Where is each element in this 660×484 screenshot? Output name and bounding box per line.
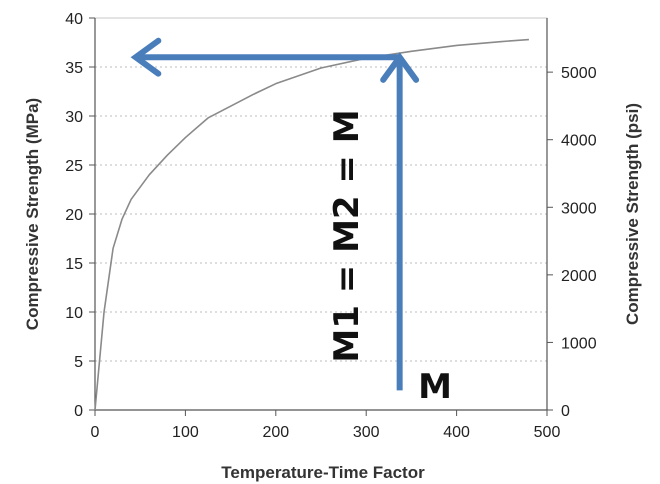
x-tick-label: 500 <box>534 424 561 441</box>
vertical-arrow <box>380 52 420 391</box>
tick-labels: 0 100 200 300 400 500051015202530354001000200… <box>65 11 596 441</box>
y-tick-label: 20 <box>65 207 83 224</box>
y-tick-label: 5 <box>74 354 83 371</box>
y2-tick-label: 5000 <box>561 65 597 82</box>
annotation-m: M <box>418 367 452 407</box>
y-tick-label: 40 <box>65 11 83 28</box>
y2-tick-label: 3000 <box>561 200 597 217</box>
y2-tick-label: 1000 <box>561 335 597 352</box>
y-tick-label: 15 <box>65 256 83 273</box>
arrows-group <box>130 37 420 391</box>
arrow-head <box>130 37 162 77</box>
y-tick-label: 25 <box>65 158 83 175</box>
grid-lines <box>95 66 547 362</box>
axes <box>89 17 553 416</box>
x-tick-label: 200 <box>262 424 289 441</box>
y2-tick-label: 2000 <box>561 268 597 285</box>
x-tick-label: 0 <box>91 424 100 441</box>
strength-curve <box>94 38 529 411</box>
y-tick-label: 10 <box>65 305 83 322</box>
y2-tick-label: 4000 <box>561 133 597 150</box>
x-axis-label: Temperature-Time Factor <box>221 463 425 482</box>
x-tick-label: 100 <box>172 424 199 441</box>
series-group <box>94 38 529 411</box>
y-tick-label: 30 <box>65 109 83 126</box>
y-tick-label: 0 <box>74 403 83 420</box>
annotation-m1-m2-m: M1 = M2 = M <box>327 109 367 362</box>
x-tick-label: 400 <box>443 424 470 441</box>
y-axis-label: Compressive Strength (MPa) <box>23 98 42 330</box>
y2-tick-label: 0 <box>561 403 570 420</box>
y2-axis-label: Compressive Strength (psi) <box>623 103 642 325</box>
x-tick-label: 300 <box>353 424 380 441</box>
y-tick-label: 35 <box>65 60 83 77</box>
horizontal-arrow <box>130 37 400 77</box>
